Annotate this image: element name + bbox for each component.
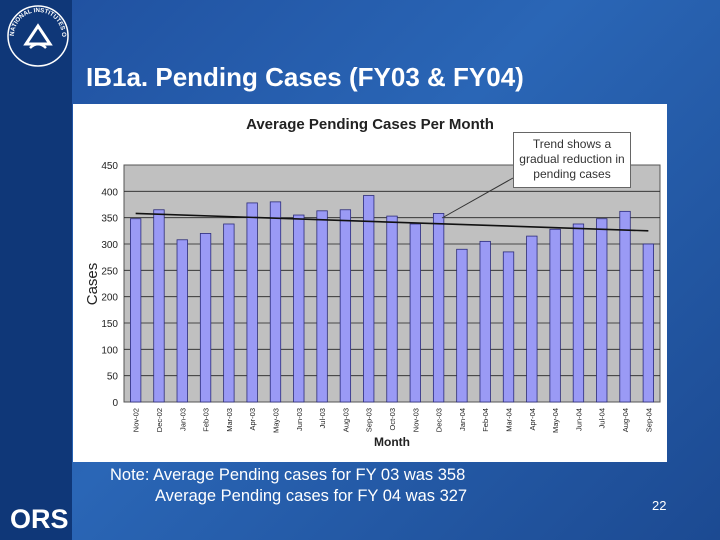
bar xyxy=(246,202,258,403)
note-line-2: Average Pending cases for FY 04 was 327 xyxy=(154,487,468,505)
y-tick-label: 350 xyxy=(101,214,118,225)
bar xyxy=(456,248,468,403)
bar xyxy=(176,239,188,403)
y-tick-label: 450 xyxy=(101,161,118,172)
bar xyxy=(502,251,515,403)
y-tick-label: 200 xyxy=(101,293,118,304)
bar xyxy=(223,223,235,403)
x-tick-label: Oct-03 xyxy=(388,408,397,431)
bar xyxy=(130,218,142,403)
bar xyxy=(363,195,375,403)
ors-logo: ORS xyxy=(10,504,68,534)
x-tick-label: May-04 xyxy=(551,408,560,433)
bar xyxy=(409,223,421,403)
y-tick-label: 250 xyxy=(101,266,118,277)
page-number: 22 xyxy=(652,498,667,513)
y-tick-label: 150 xyxy=(101,319,118,330)
bar xyxy=(153,209,165,403)
bar xyxy=(619,210,631,403)
left-sidebar-band xyxy=(0,0,72,540)
x-tick-label: Aug-03 xyxy=(341,408,350,432)
bar xyxy=(549,228,561,403)
callout-pointer xyxy=(441,177,514,219)
x-tick-label: Sep-04 xyxy=(644,408,653,432)
x-tick-label: Jan-03 xyxy=(178,408,187,431)
y-tick-label: 0 xyxy=(112,398,118,409)
x-tick-label: Feb-03 xyxy=(202,408,211,432)
chart-title: Average Pending Cases Per Month xyxy=(246,116,494,133)
bar xyxy=(199,233,212,403)
x-tick-label: Nov-03 xyxy=(411,408,420,432)
bar xyxy=(316,210,328,403)
x-tick-label: Dec-03 xyxy=(435,408,444,432)
note-text: Note: Average Pending cases for FY 03 wa… xyxy=(110,465,467,507)
bar xyxy=(642,243,654,403)
x-tick-label: May-03 xyxy=(271,408,280,433)
ors-logo-text: ORS xyxy=(10,504,68,534)
y-axis-label: Cases xyxy=(84,263,101,306)
bar xyxy=(596,218,608,403)
x-tick-label: Sep-03 xyxy=(365,408,374,432)
x-tick-label: Jan-04 xyxy=(458,408,467,431)
slide-title: IB1a. Pending Cases (FY03 & FY04) xyxy=(86,62,524,92)
x-tick-label: Jun-04 xyxy=(574,408,583,431)
y-tick-label: 300 xyxy=(101,240,118,251)
trend-annotation-callout: Trend shows a gradual reduction in pendi… xyxy=(513,132,631,188)
trend-line xyxy=(135,212,649,232)
bar xyxy=(339,209,352,403)
bar xyxy=(526,235,538,403)
bar xyxy=(432,213,445,403)
y-tick-label: 100 xyxy=(101,345,118,356)
x-tick-label: Aug-04 xyxy=(621,408,630,432)
y-tick-label: 400 xyxy=(101,187,118,198)
bar xyxy=(269,201,282,403)
bar xyxy=(386,215,398,403)
x-tick-label: Jul-03 xyxy=(318,408,327,428)
x-tick-label: Feb-04 xyxy=(481,408,490,432)
x-axis-label: Month xyxy=(374,435,410,449)
x-tick-label: Apr-04 xyxy=(528,408,537,431)
x-tick-label: Jun-03 xyxy=(295,408,304,431)
x-tick-label: Jul-04 xyxy=(598,408,607,428)
x-tick-label: Nov-02 xyxy=(132,408,141,432)
x-tick-label: Dec-02 xyxy=(155,408,164,432)
x-tick-label: Apr-03 xyxy=(248,408,257,431)
x-tick-label: Mar-03 xyxy=(225,408,234,432)
bar xyxy=(479,240,491,403)
nih-seal-logo: NATIONAL INSTITUTES OF HEALTH xyxy=(6,4,69,67)
bar xyxy=(293,214,305,403)
note-line-1: Note: Average Pending cases for FY 03 wa… xyxy=(110,466,466,484)
bar xyxy=(572,223,585,403)
x-tick-label: Mar-04 xyxy=(505,408,514,432)
y-tick-label: 50 xyxy=(107,372,119,383)
